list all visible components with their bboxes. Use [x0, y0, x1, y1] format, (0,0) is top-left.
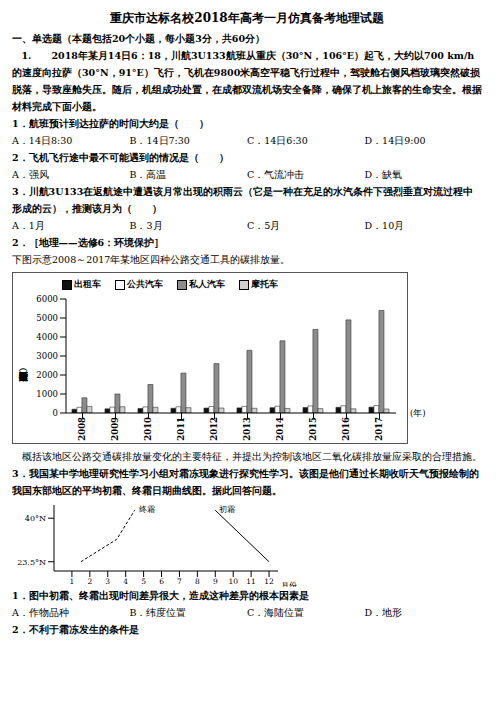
html-text:概括该地区公路交通碳排放量变化的主要特征，并提出为控制该地区: 概括该地区公路交通碳排放量变化的主要特征，并提出为控制该地区二氧化碳排放量应采取… [21, 451, 482, 462]
svg-text:2013: 2013 [242, 417, 252, 441]
html-text:A．1月: A．1月 [12, 220, 45, 231]
html-text:C．5月: C．5月 [247, 220, 281, 231]
html-text:私人汽车: 私人汽车 [189, 279, 225, 289]
svg-text:5: 5 [141, 577, 146, 586]
html-text:B．纬度位置: B．纬度位置 [129, 607, 187, 618]
html-text:3．川航3U133在返航途中遭遇该月常出现的积雨云（它是一种: 3．川航3U133在返航途中遭遇该月常出现的积雨云（它是一种在充足的水汽条件下强… [12, 186, 474, 214]
html-text:C．海陆位置: C．海陆位置 [247, 607, 305, 618]
svg-text:7: 7 [177, 577, 182, 586]
svg-text:2010: 2010 [143, 417, 153, 441]
svg-text:1000: 1000 [36, 389, 58, 399]
svg-text:4: 4 [123, 577, 128, 586]
html-text:(年): (年) [410, 408, 426, 418]
svg-text:1: 1 [70, 577, 75, 586]
html-text:2．［地理——选修6：环境保护］: 2．［地理——选修6：环境保护］ [12, 237, 165, 248]
html-text:下图示意2008～2017年某地区四种公路交通工具的碳排放量: 下图示意2008～2017年某地区四种公路交通工具的碳排放量。 [12, 254, 291, 265]
svg-text:2017: 2017 [374, 417, 384, 441]
html-text:2．飞机飞行途中最不可能遇到的情况是（ ）: 2．飞机飞行途中最不可能遇到的情况是（ ） [12, 152, 229, 163]
svg-text:2015: 2015 [308, 417, 318, 441]
svg-text:0: 0 [53, 408, 58, 418]
html-text:C．14日6:30: C．14日6:30 [247, 135, 308, 146]
svg-text:5000: 5000 [36, 313, 58, 323]
html-text:A．14日8:30: A．14日8:30 [12, 135, 73, 146]
html-text:A．作物品种: A．作物品种 [12, 607, 69, 618]
svg-text:2016: 2016 [341, 417, 351, 441]
svg-text:9: 9 [213, 577, 218, 586]
svg-text:2: 2 [87, 577, 92, 586]
html-text:碳排放量（万吨）: 碳排放量（万吨） [19, 364, 29, 365]
html-text:出租车: 出租车 [74, 279, 101, 289]
html-text:A．强风: A．强风 [12, 169, 49, 180]
svg-text:2000: 2000 [36, 370, 58, 380]
svg-text:23.5°N: 23.5°N [17, 558, 46, 567]
svg-text:6000: 6000 [36, 294, 58, 304]
svg-text:月份: 月份 [281, 581, 297, 587]
svg-text:2012: 2012 [209, 417, 219, 441]
html-text:公共汽车: 公共汽车 [127, 279, 163, 289]
svg-text:11: 11 [246, 577, 256, 586]
html-text:1. 2018年某月14日6：18，川航3U133航班从重庆: 1. 2018年某月14日6：18，川航3U133航班从重庆（30°N，106°… [12, 50, 482, 112]
html-text:2．不利于霜冻发生的条件是: 2．不利于霜冻发生的条件是 [12, 624, 139, 635]
html-text:D．缺氧: D．缺氧 [364, 169, 403, 180]
html-text:D．10月: D．10月 [364, 220, 405, 231]
html-text:D．地形: D．地形 [364, 607, 403, 618]
svg-text:6: 6 [159, 577, 164, 586]
svg-text:终霜: 终霜 [139, 505, 155, 514]
svg-text:2009: 2009 [110, 417, 120, 441]
html-text:1．图中初霜、终霜出现时间差异很大，造成这种差异的根本因素是: 1．图中初霜、终霜出现时间差异很大，造成这种差异的根本因素是 [12, 590, 309, 601]
svg-text:2014: 2014 [275, 417, 285, 441]
html-text:摩托车: 摩托车 [251, 279, 278, 289]
svg-text:40°N: 40°N [25, 514, 46, 523]
svg-text:12: 12 [264, 577, 274, 586]
html-text:重庆市达标名校2018年高考一月仿真备考地理试题: 重庆市达标名校2018年高考一月仿真备考地理试题 [110, 11, 384, 25]
svg-text:4000: 4000 [36, 332, 58, 342]
svg-text:2011: 2011 [176, 417, 186, 441]
html-text:一、单选题（本题包括20个小题，每小题3分，共60分）: 一、单选题（本题包括20个小题，每小题3分，共60分） [12, 33, 266, 44]
html-text:B．3月: B．3月 [129, 220, 163, 231]
html-text:C．气流冲击: C．气流冲击 [247, 169, 305, 180]
svg-text:初霜: 初霜 [219, 505, 235, 514]
svg-text:3: 3 [105, 577, 110, 586]
svg-text:2008: 2008 [77, 417, 87, 441]
html-text:B．高温: B．高温 [129, 169, 167, 180]
svg-text:3000: 3000 [36, 351, 58, 361]
html-text:B．14日7:30: B．14日7:30 [129, 135, 190, 146]
html-text:1．航班预计到达拉萨的时间大约是（ ）: 1．航班预计到达拉萨的时间大约是（ ） [12, 118, 209, 129]
html-text:3．我国某中学地理研究性学习小组对霜冻现象进行探究性学习。该: 3．我国某中学地理研究性学习小组对霜冻现象进行探究性学习。该图是他们通过长期收听… [12, 468, 479, 496]
svg-text:8: 8 [195, 577, 200, 586]
svg-text:10: 10 [228, 577, 238, 586]
html-text:D．14日9:00: D．14日9:00 [364, 135, 426, 146]
